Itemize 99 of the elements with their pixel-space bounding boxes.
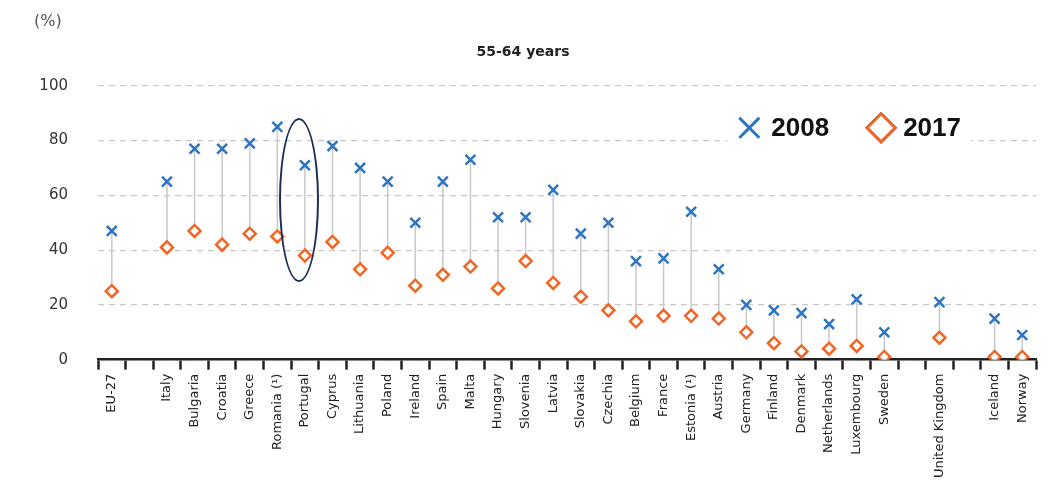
x-tick-label: Slovenia	[516, 373, 532, 429]
point	[711, 311, 726, 326]
y-axis-title: (%)	[34, 11, 62, 31]
point	[435, 267, 451, 283]
x-tick-label: Spain	[434, 373, 450, 410]
point	[547, 183, 560, 197]
y-tick-label: 100	[39, 75, 68, 94]
point	[850, 293, 863, 306]
y-tick-label: 0	[58, 349, 68, 368]
x-tick-label: Poland	[379, 373, 395, 418]
point	[353, 161, 367, 175]
point	[159, 240, 175, 255]
point	[739, 325, 754, 340]
point	[795, 306, 808, 320]
x-tick-label: Luxembourg	[848, 373, 864, 455]
x-tick-label: United Kingdom	[930, 373, 946, 478]
legend-label: 2008	[771, 111, 830, 142]
point	[545, 275, 561, 291]
x-tick-label: Malta	[461, 373, 477, 410]
x-tick-label: Estonia (¹)	[682, 373, 698, 441]
x-tick-label: Austria	[710, 373, 726, 420]
point	[766, 335, 782, 351]
point	[187, 223, 202, 239]
x-tick-label: Romania (¹)	[268, 373, 284, 450]
point	[188, 142, 201, 155]
x-tick-label: Italy	[158, 373, 174, 402]
x-tick-label: Iceland	[985, 373, 1001, 421]
point	[656, 308, 671, 324]
x-tick-label: Denmark	[792, 373, 808, 434]
chart-title: 55-64 years	[476, 43, 570, 60]
point	[271, 120, 284, 134]
y-tick-label: 60	[48, 185, 68, 204]
x-tick-label: Slovakia	[572, 373, 588, 429]
point	[629, 254, 643, 268]
x-tick-label: EU-27	[103, 373, 119, 413]
point	[574, 227, 587, 240]
point	[601, 303, 616, 318]
point	[214, 237, 230, 252]
x-tick-label: Portugal	[296, 373, 312, 428]
point	[767, 304, 781, 317]
point	[712, 263, 725, 276]
x-tick-label: Greece	[241, 373, 257, 420]
point	[242, 226, 257, 241]
point	[408, 278, 423, 293]
point	[105, 224, 118, 238]
point	[573, 289, 589, 304]
y-tick-label: 40	[48, 240, 68, 258]
point	[932, 330, 947, 345]
x-tick-label: Finland	[765, 373, 781, 421]
point	[878, 326, 891, 339]
point	[490, 281, 506, 296]
point	[933, 295, 946, 309]
x-tick-label: Belgium	[627, 373, 643, 427]
x-tick-label: France	[654, 373, 670, 417]
point	[491, 211, 505, 224]
point	[740, 298, 753, 312]
point	[104, 283, 120, 299]
x-tick-label: Czechia	[599, 373, 615, 425]
point	[381, 175, 394, 188]
point	[657, 252, 670, 265]
point	[352, 262, 368, 277]
point	[160, 175, 174, 188]
x-tick-label: Lithuania	[351, 373, 367, 434]
point	[683, 308, 699, 324]
point	[409, 216, 422, 229]
point	[325, 234, 340, 250]
point	[464, 153, 477, 166]
point	[298, 159, 312, 172]
x-tick-label: Croatia	[213, 373, 229, 421]
x-tick-label: Hungary	[489, 373, 505, 430]
point	[518, 253, 533, 269]
point	[436, 175, 450, 188]
x-tick-label: Ireland	[406, 373, 422, 419]
x-tick-label: Cyprus	[323, 373, 339, 420]
point	[297, 248, 313, 263]
point	[380, 245, 395, 261]
point	[602, 216, 615, 229]
x-tick-label: Norway	[1013, 373, 1029, 423]
y-tick-label: 20	[48, 294, 68, 313]
point	[243, 137, 256, 150]
point	[326, 139, 339, 153]
x-tick-label: Germany	[737, 373, 753, 434]
point	[1016, 328, 1029, 342]
point	[463, 259, 478, 274]
point	[821, 341, 837, 356]
x-tick-label: Bulgaria	[185, 373, 201, 428]
point	[822, 317, 836, 331]
point	[628, 314, 644, 329]
point	[849, 338, 864, 354]
y-tick-label: 80	[48, 130, 68, 149]
legend-label: 2017	[903, 111, 961, 142]
point	[794, 344, 809, 359]
x-tick-label: Sweden	[875, 373, 891, 426]
point	[684, 205, 698, 218]
x-tick-label: Netherlands	[820, 373, 836, 453]
x-tick-label: Latvia	[544, 373, 560, 414]
point	[215, 142, 229, 155]
point	[519, 211, 532, 224]
point	[988, 312, 1001, 325]
